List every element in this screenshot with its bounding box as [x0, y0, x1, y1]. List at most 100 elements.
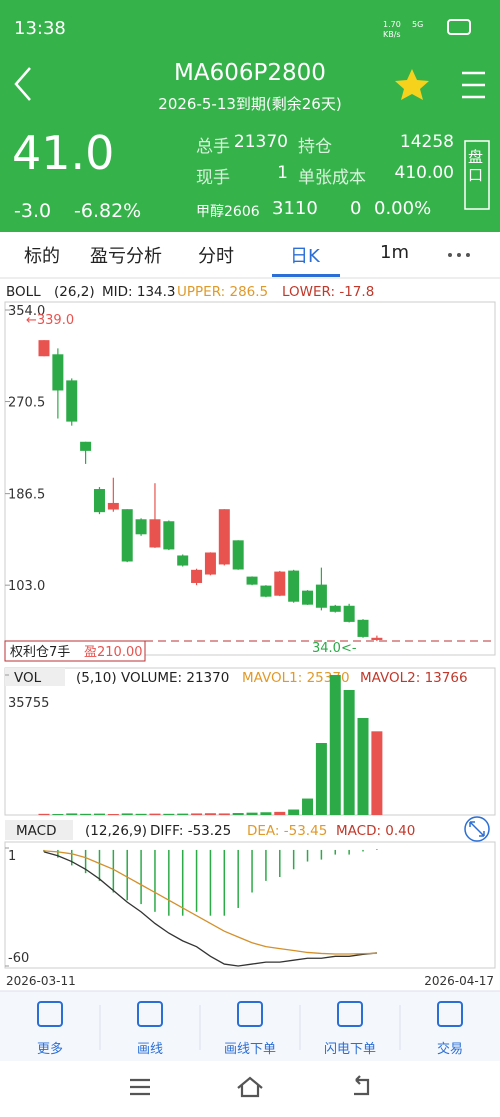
underlying-text: 3110: [272, 198, 318, 219]
stat-text: 21370: [233, 132, 288, 152]
header-bg: [0, 0, 500, 232]
stat-text: 410.00: [394, 163, 454, 183]
price: 41.0: [12, 126, 115, 180]
nav-back[interactable]: [354, 1075, 370, 1096]
candle-body: [232, 540, 244, 570]
stat-text: 单张成本: [298, 168, 366, 188]
position-profit: 盈210.00: [84, 645, 143, 660]
tool-icon[interactable]: [137, 1001, 163, 1027]
y-tick-label: 103.0: [8, 579, 45, 594]
tool-label[interactable]: 闪电下单: [324, 1042, 376, 1057]
depth-button-frame[interactable]: [464, 140, 490, 210]
tool-label[interactable]: 画线下单: [224, 1042, 276, 1057]
change-pct: -6.82%: [74, 200, 142, 222]
candle-body: [177, 555, 189, 566]
candle-body: [357, 619, 369, 637]
candle-body: [246, 576, 258, 585]
underlying-text: 0: [350, 198, 362, 219]
y-tick-label: 354.0: [8, 304, 45, 319]
indicator-label: (26,2): [54, 284, 95, 300]
candle-body: [315, 584, 327, 608]
candle-body: [121, 509, 133, 562]
tool-label[interactable]: 更多: [37, 1041, 63, 1057]
y-tick-label: 186.5: [8, 488, 45, 503]
change: -3.0: [14, 200, 52, 222]
stat-text: 1: [277, 163, 288, 183]
net-unit: KB/s: [383, 30, 401, 39]
nav-home[interactable]: [237, 1076, 263, 1098]
candle-body: [218, 509, 230, 565]
tool-icon[interactable]: [37, 1001, 63, 1027]
indicator-label: VOLUME: 21370: [121, 670, 229, 686]
indicator-label: (12,26,9): [85, 823, 147, 839]
nav-menu[interactable]: [130, 1078, 150, 1096]
candle-body: [302, 590, 314, 605]
indicator-label: VOL: [14, 670, 42, 686]
candle-body: [204, 552, 216, 575]
indicator-label: MACD: [16, 823, 56, 839]
depth-button[interactable]: 盘口: [468, 148, 484, 184]
indicator-label: MID: 134.3: [102, 284, 176, 300]
tab[interactable]: 盈亏分析: [90, 246, 162, 267]
vol-bar: [329, 675, 341, 815]
underlying-text: 0.00%: [374, 198, 432, 219]
underlying-text: 甲醇2606: [196, 204, 260, 220]
indicator-label: MACD: 0.40: [336, 823, 415, 839]
candle-body: [80, 441, 92, 451]
indicator-label: DIFF: -53.25: [150, 823, 231, 839]
tool-label[interactable]: 画线: [137, 1042, 163, 1057]
candle-body: [191, 569, 203, 583]
y-tick-label: 35755: [8, 696, 49, 711]
candle-body: [52, 354, 64, 391]
vol-frame: [4, 667, 496, 816]
high-label: ←339.0: [26, 313, 74, 328]
candle-body: [260, 585, 272, 597]
candle-body: [274, 571, 286, 596]
tool-icon[interactable]: [237, 1001, 263, 1027]
star-icon[interactable]: [395, 69, 429, 100]
zoom-icon[interactable]: [464, 816, 490, 842]
network: 5G: [412, 20, 424, 29]
zoom-circle: [464, 816, 490, 842]
candle-body: [93, 489, 105, 513]
tool-icon[interactable]: [337, 1001, 363, 1027]
back-icon[interactable]: [14, 67, 31, 101]
position-box: [4, 640, 146, 662]
tab[interactable]: 1m: [380, 242, 409, 263]
tab[interactable]: 日K: [290, 246, 320, 267]
vol-bar: [302, 798, 314, 815]
candle-body: [135, 519, 147, 535]
header-icons: [14, 19, 490, 210]
y-tick-label: 270.5: [8, 396, 45, 411]
low-label: 34.0<-: [312, 641, 357, 656]
stat-text: 现手: [196, 168, 230, 188]
net-speed: 1.70: [383, 20, 401, 29]
tool-label[interactable]: 交易: [437, 1041, 463, 1057]
vol-bar: [121, 813, 133, 815]
vol-bar: [357, 718, 369, 815]
stat-text: 14258: [399, 132, 454, 152]
vol-bar: [52, 814, 64, 816]
vol-bar: [232, 813, 244, 815]
vol-bar: [315, 743, 327, 815]
tab[interactable]: 分时: [198, 246, 234, 267]
more-tab: [448, 253, 470, 261]
diff-line: [43, 851, 377, 967]
candle-body: [288, 570, 300, 602]
candle-body: [329, 605, 341, 612]
tool-icon[interactable]: [437, 1001, 463, 1027]
date-label: 2026-04-17: [424, 974, 494, 988]
stat-text: 总手: [196, 137, 230, 157]
menu-icon[interactable]: [462, 71, 485, 99]
candle-body: [107, 502, 119, 510]
vol-bar: [371, 731, 383, 815]
vol-bar: [204, 813, 216, 815]
status-time: 13:38: [14, 18, 66, 39]
subtitle: 2026-5-13到期(剩余26天): [158, 95, 342, 113]
vol-bar: [38, 813, 50, 815]
tab[interactable]: 标的: [24, 246, 60, 267]
indicator-label: (5,10): [76, 670, 117, 686]
position-text: 权利仓7手: [10, 644, 70, 660]
